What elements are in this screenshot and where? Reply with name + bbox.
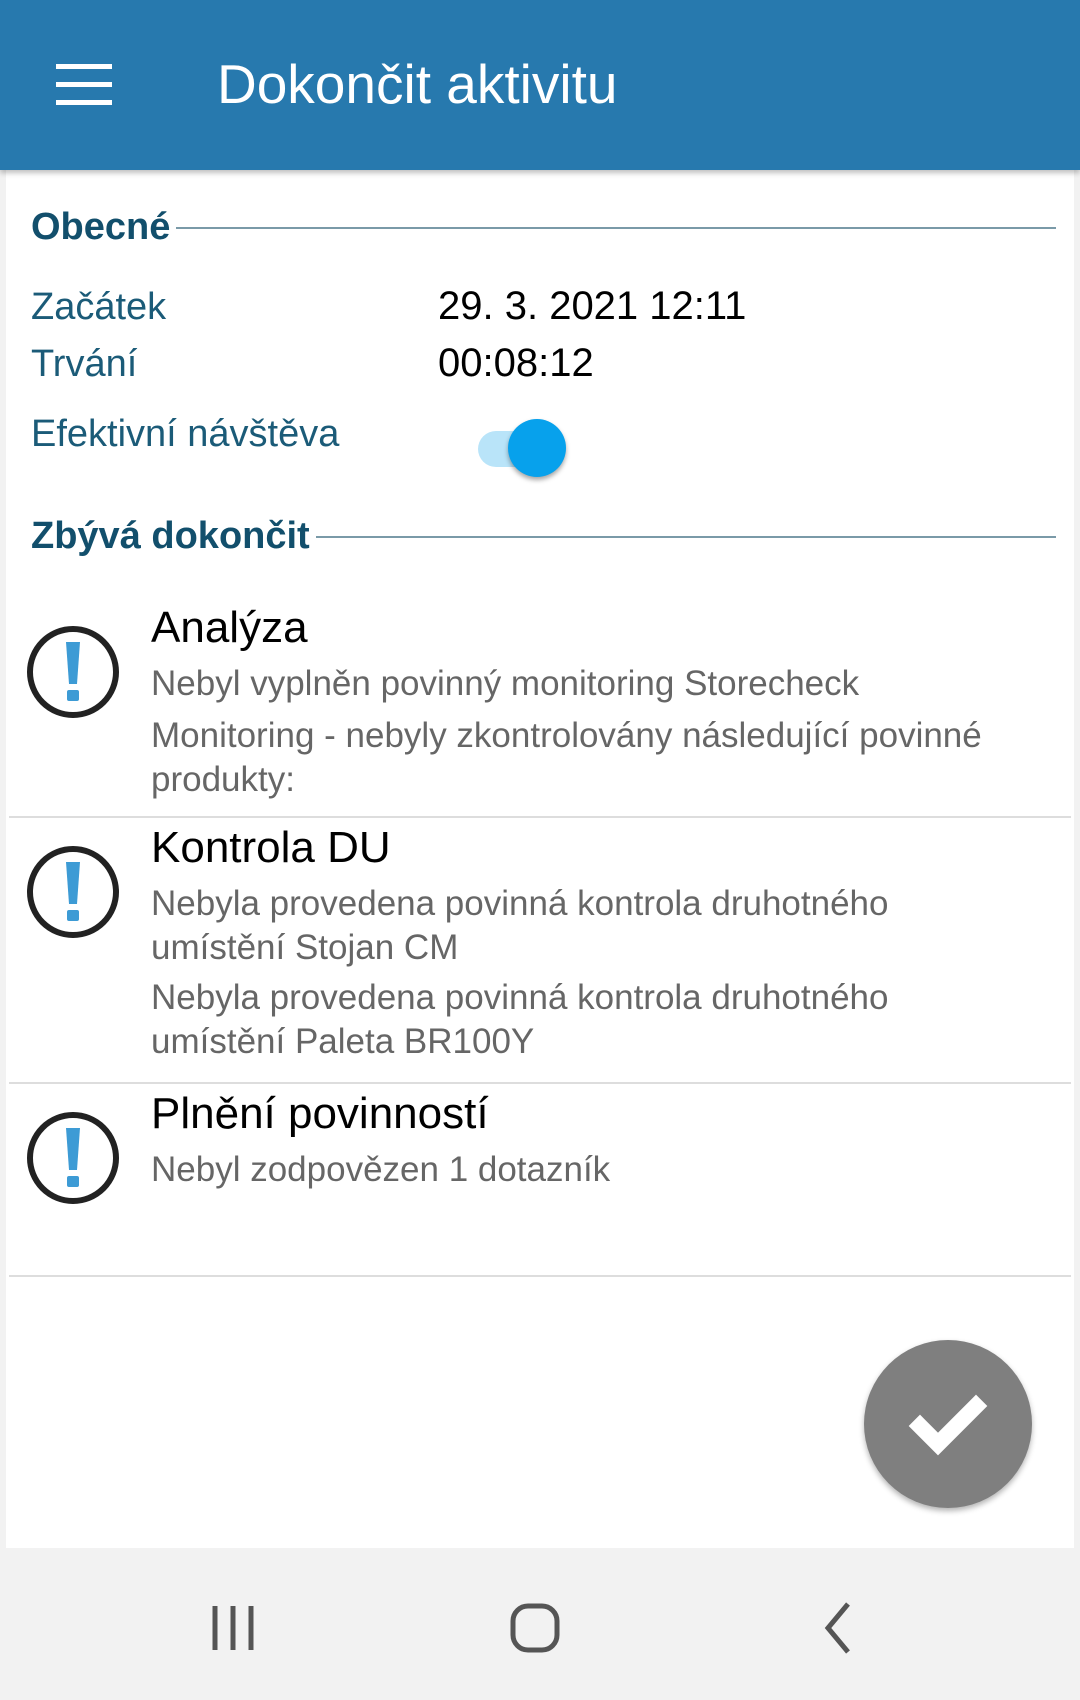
item-message: Nebyl zodpovězen 1 dotazník bbox=[151, 1150, 611, 1189]
app-bar: Dokončit aktivitu bbox=[0, 0, 1080, 170]
back-icon[interactable] bbox=[798, 1588, 878, 1668]
divider bbox=[176, 226, 1056, 229]
divider bbox=[9, 816, 1071, 818]
system-nav-bar bbox=[0, 1548, 1080, 1700]
confirm-fab-button[interactable] bbox=[864, 1340, 1032, 1508]
item-title: Analýza bbox=[151, 603, 308, 652]
page-title: Dokončit aktivitu bbox=[217, 53, 618, 115]
exclamation-circle-icon bbox=[27, 626, 119, 718]
content-card: Obecné Začátek 29. 3. 2021 12:11 Trvání … bbox=[6, 170, 1074, 1548]
section-heading: Obecné bbox=[31, 206, 171, 248]
item-message: Nebyl vyplněn povinný monitoring Storech… bbox=[151, 664, 860, 703]
start-value: 29. 3. 2021 12:11 bbox=[438, 284, 747, 328]
item-title: Plnění povinností bbox=[151, 1089, 489, 1138]
section-general: Obecné bbox=[31, 206, 1056, 249]
item-message: Nebyla provedena povinná kontrola druhot… bbox=[151, 884, 889, 967]
item-message: Monitoring - nebyly zkontrolovány násled… bbox=[151, 716, 982, 799]
checkmark-icon bbox=[908, 1394, 988, 1456]
home-icon[interactable] bbox=[495, 1588, 575, 1668]
item-message: Nebyla provedena povinná kontrola druhot… bbox=[151, 978, 889, 1061]
duration-label: Trvání bbox=[31, 343, 138, 385]
effective-visit-label: Efektivní návštěva bbox=[31, 413, 340, 455]
duration-value: 00:08:12 bbox=[438, 341, 594, 385]
start-label: Začátek bbox=[31, 286, 167, 328]
section-heading: Zbývá dokončit bbox=[31, 515, 310, 557]
recent-apps-icon[interactable] bbox=[193, 1588, 273, 1668]
item-title: Kontrola DU bbox=[151, 823, 391, 872]
divider bbox=[9, 1082, 1071, 1084]
exclamation-circle-icon bbox=[27, 846, 119, 938]
divider bbox=[9, 1275, 1071, 1277]
section-remaining: Zbývá dokončit bbox=[31, 515, 1056, 558]
hamburger-menu-icon[interactable] bbox=[56, 64, 112, 106]
divider bbox=[315, 535, 1056, 538]
effective-visit-toggle[interactable] bbox=[472, 415, 572, 479]
exclamation-circle-icon bbox=[27, 1112, 119, 1204]
